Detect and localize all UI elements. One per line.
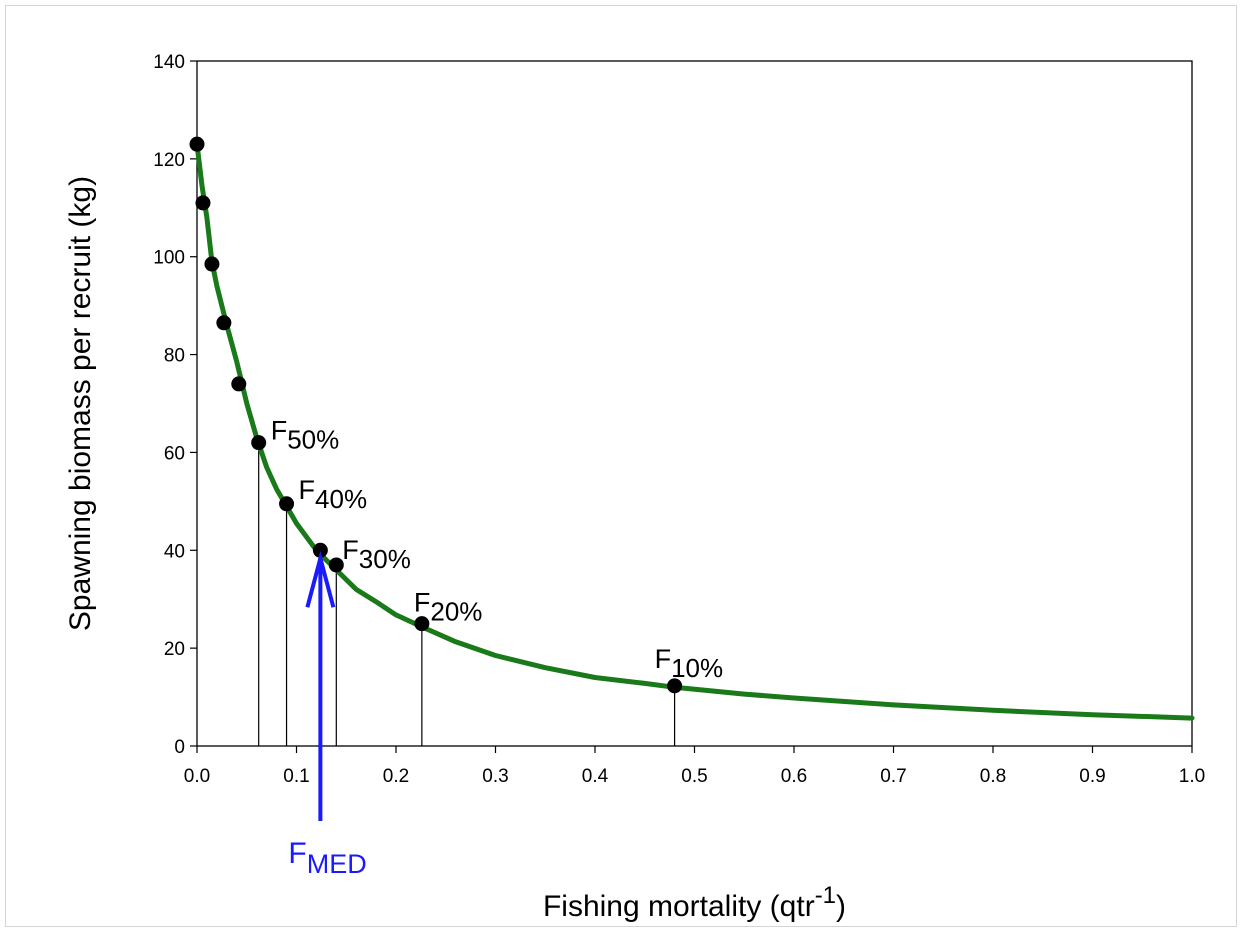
x-tick-label: 0.1 [283, 766, 309, 787]
y-axis-title: Spawning biomass per recruit (kg) [64, 176, 97, 631]
y-tick-label: 140 [153, 52, 185, 73]
data-point [251, 435, 267, 451]
data-point [667, 678, 683, 694]
reference-label: F40% [299, 475, 368, 514]
data-point [312, 542, 328, 558]
data-point [189, 136, 205, 152]
data-point [216, 315, 232, 331]
x-axis-title-main: Fishing mortality (qtr [543, 890, 815, 923]
x-tick-label: 0.2 [383, 766, 409, 787]
reference-label: F10% [655, 644, 724, 683]
data-point [195, 195, 211, 211]
x-tick-label: 0.3 [482, 766, 508, 787]
x-tick-label: 0.9 [1079, 766, 1105, 787]
sbpr-curve [194, 141, 1195, 721]
x-tick-label: 0.7 [880, 766, 906, 787]
reference-label-sub: 30% [359, 544, 411, 574]
y-tick-label: 120 [153, 150, 185, 171]
reference-label-main: F [655, 644, 672, 674]
reference-label-sub: 10% [671, 653, 723, 683]
x-tick-label: 1.0 [1179, 766, 1205, 787]
y-tick-label: 80 [164, 346, 185, 367]
reference-label-sub: 40% [315, 484, 367, 514]
reference-label-main: F [342, 535, 359, 565]
x-axis-title: Fishing mortality (qtr-1) [543, 882, 846, 923]
y-tick-label: 60 [164, 443, 185, 464]
data-point [204, 256, 220, 272]
reference-label-main: F [299, 475, 316, 505]
reference-label: F30% [342, 535, 411, 574]
data-point [279, 496, 295, 512]
x-tick-label: 0.0 [184, 766, 210, 787]
x-tick-label: 0.4 [582, 766, 609, 787]
y-tick-label: 40 [164, 541, 185, 562]
y-tick-label: 0 [174, 737, 185, 758]
x-tick-label: 0.5 [681, 766, 707, 787]
y-tick-label: 20 [164, 639, 185, 660]
x-tick-label: 0.8 [980, 766, 1006, 787]
data-point [328, 557, 344, 573]
x-tick-label: 0.6 [781, 766, 807, 787]
data-point [231, 376, 247, 392]
chart-frame: 0 20 40 60 80 100 120 140 0.0 0.1 0.2 0.3 0.4 0.5 0.6 0… [5, 5, 1237, 927]
fmed-label-sub: MED [307, 849, 367, 879]
reference-label: F50% [271, 416, 340, 455]
reference-label-sub: 20% [430, 597, 482, 627]
y-tick-label: 100 [153, 248, 185, 269]
reference-label-main: F [271, 416, 288, 446]
reference-label: F20% [414, 588, 483, 627]
reference-label-sub: 50% [287, 425, 339, 455]
fmed-label-main: F [288, 837, 306, 870]
data-point [414, 616, 430, 632]
plot-area-frame [196, 60, 1193, 747]
fmed-arrow-head [305, 550, 336, 608]
x-axis-title-sup: -1 [815, 882, 836, 909]
x-axis-title-close: ) [836, 890, 846, 923]
fmed-label: FMED [288, 837, 366, 879]
reference-label-main: F [414, 588, 431, 618]
chart-svg: 0 20 40 60 80 100 120 140 0.0 0.1 0.2 0.3 0.4 0.5 0.6 0… [64, 52, 1205, 923]
